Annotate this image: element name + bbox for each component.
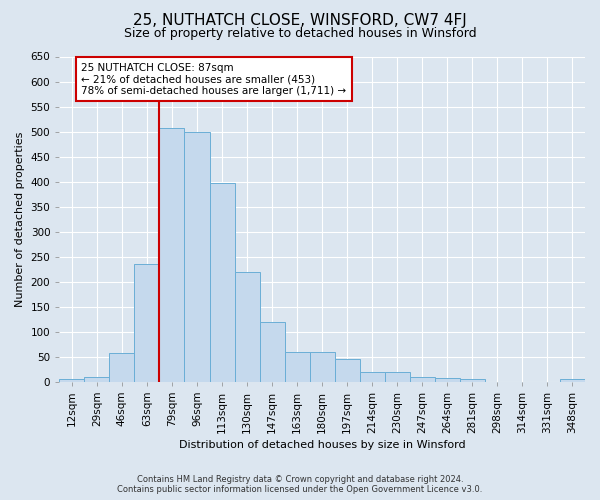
Bar <box>410 377 435 382</box>
Bar <box>134 264 160 382</box>
Bar <box>160 128 184 382</box>
Bar <box>310 352 335 382</box>
Text: 25, NUTHATCH CLOSE, WINSFORD, CW7 4FJ: 25, NUTHATCH CLOSE, WINSFORD, CW7 4FJ <box>133 12 467 28</box>
Bar <box>59 380 85 382</box>
Bar <box>335 360 360 382</box>
Bar <box>360 372 385 382</box>
Text: Contains HM Land Registry data © Crown copyright and database right 2024.
Contai: Contains HM Land Registry data © Crown c… <box>118 474 482 494</box>
X-axis label: Distribution of detached houses by size in Winsford: Distribution of detached houses by size … <box>179 440 466 450</box>
Bar <box>85 377 109 382</box>
Y-axis label: Number of detached properties: Number of detached properties <box>15 132 25 307</box>
Bar <box>460 379 485 382</box>
Text: Size of property relative to detached houses in Winsford: Size of property relative to detached ho… <box>124 28 476 40</box>
Bar <box>109 354 134 382</box>
Bar <box>184 132 209 382</box>
Bar <box>209 182 235 382</box>
Bar <box>560 380 585 382</box>
Bar <box>385 372 410 382</box>
Bar <box>235 272 260 382</box>
Text: 25 NUTHATCH CLOSE: 87sqm
← 21% of detached houses are smaller (453)
78% of semi-: 25 NUTHATCH CLOSE: 87sqm ← 21% of detach… <box>82 62 346 96</box>
Bar <box>260 322 284 382</box>
Bar <box>435 378 460 382</box>
Bar <box>284 352 310 382</box>
